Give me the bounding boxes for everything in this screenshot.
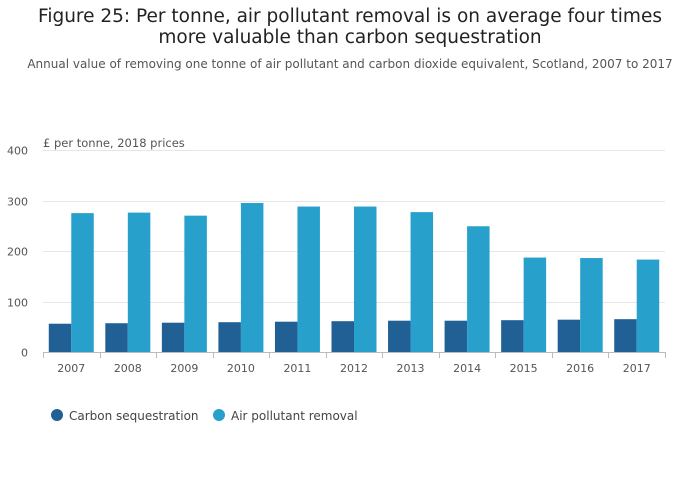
- bar-air-pollutant-removal-2015[interactable]: [523, 257, 547, 352]
- x-tick-label: 2013: [397, 362, 425, 375]
- y-tick-label: 0: [21, 347, 28, 360]
- bar-air-pollutant-removal-2012[interactable]: [354, 206, 377, 352]
- legend-label: Carbon sequestration: [69, 409, 199, 423]
- bar-carbon-sequestration-2012[interactable]: [331, 321, 355, 352]
- x-tick-label: 2010: [227, 362, 255, 375]
- x-tick-label: 2016: [566, 362, 594, 375]
- x-tick-label: 2011: [283, 362, 311, 375]
- x-tick-label: 2015: [510, 362, 538, 375]
- legend-item-air-pollutant-removal[interactable]: Air pollutant removal: [213, 409, 358, 423]
- bar-air-pollutant-removal-2010[interactable]: [240, 203, 264, 352]
- x-tick-label: 2007: [57, 362, 85, 375]
- bar-air-pollutant-removal-2016[interactable]: [580, 258, 603, 352]
- bar-carbon-sequestration-2015[interactable]: [501, 320, 524, 352]
- x-tick-label: 2017: [623, 362, 651, 375]
- bar-air-pollutant-removal-2011[interactable]: [297, 206, 320, 352]
- x-tick-label: 2008: [114, 362, 142, 375]
- x-axis-ticks: 2007 2008 2009 2010 2011 2012 2013 2014 2015 2016…: [43, 352, 666, 375]
- legend-label: Air pollutant removal: [231, 409, 358, 423]
- bar-carbon-sequestration-2008[interactable]: [105, 323, 128, 352]
- legend-swatch-icon: [51, 409, 63, 421]
- bar-air-pollutant-removal-2009[interactable]: [184, 215, 207, 352]
- bar-carbon-sequestration-2017[interactable]: [614, 319, 637, 352]
- bar-air-pollutant-removal-2017[interactable]: [636, 259, 660, 352]
- x-tick-label: 2009: [170, 362, 198, 375]
- legend-swatch-icon: [213, 409, 225, 421]
- y-tick-label: 400: [7, 145, 28, 158]
- bar-carbon-sequestration-2009[interactable]: [161, 322, 185, 352]
- legend-item-carbon-sequestration[interactable]: Carbon sequestration: [51, 409, 199, 423]
- bar-carbon-sequestration-2011[interactable]: [274, 321, 298, 352]
- chart-subtitle: Annual value of removing one tonne of ai…: [27, 57, 673, 71]
- y-tick-label: 100: [7, 297, 28, 310]
- y-axis-ticks: 0 100 200 300 400: [7, 145, 28, 360]
- y-axis-label: £ per tonne, 2018 prices: [43, 136, 185, 150]
- bar-carbon-sequestration-2016[interactable]: [557, 319, 581, 352]
- x-tick-label: 2012: [340, 362, 368, 375]
- bar-carbon-sequestration-2014[interactable]: [444, 320, 468, 352]
- legend[interactable]: Carbon sequestration Air pollutant remova…: [51, 409, 358, 423]
- x-tick-label: 2014: [453, 362, 481, 375]
- bar-carbon-sequestration-2013[interactable]: [388, 320, 411, 352]
- bar-carbon-sequestration-2007[interactable]: [48, 323, 72, 352]
- chart-title: Figure 25: Per tonne, air pollutant remo…: [38, 6, 662, 48]
- bar-air-pollutant-removal-2013[interactable]: [410, 212, 434, 352]
- bar-air-pollutant-removal-2007[interactable]: [71, 213, 94, 353]
- bar-air-pollutant-removal-2014[interactable]: [467, 226, 490, 352]
- bar-air-pollutant-removal-2008[interactable]: [127, 212, 151, 352]
- y-tick-label: 300: [7, 196, 28, 209]
- y-tick-label: 200: [7, 246, 28, 259]
- bar-carbon-sequestration-2010[interactable]: [218, 322, 241, 352]
- bars: [48, 203, 660, 353]
